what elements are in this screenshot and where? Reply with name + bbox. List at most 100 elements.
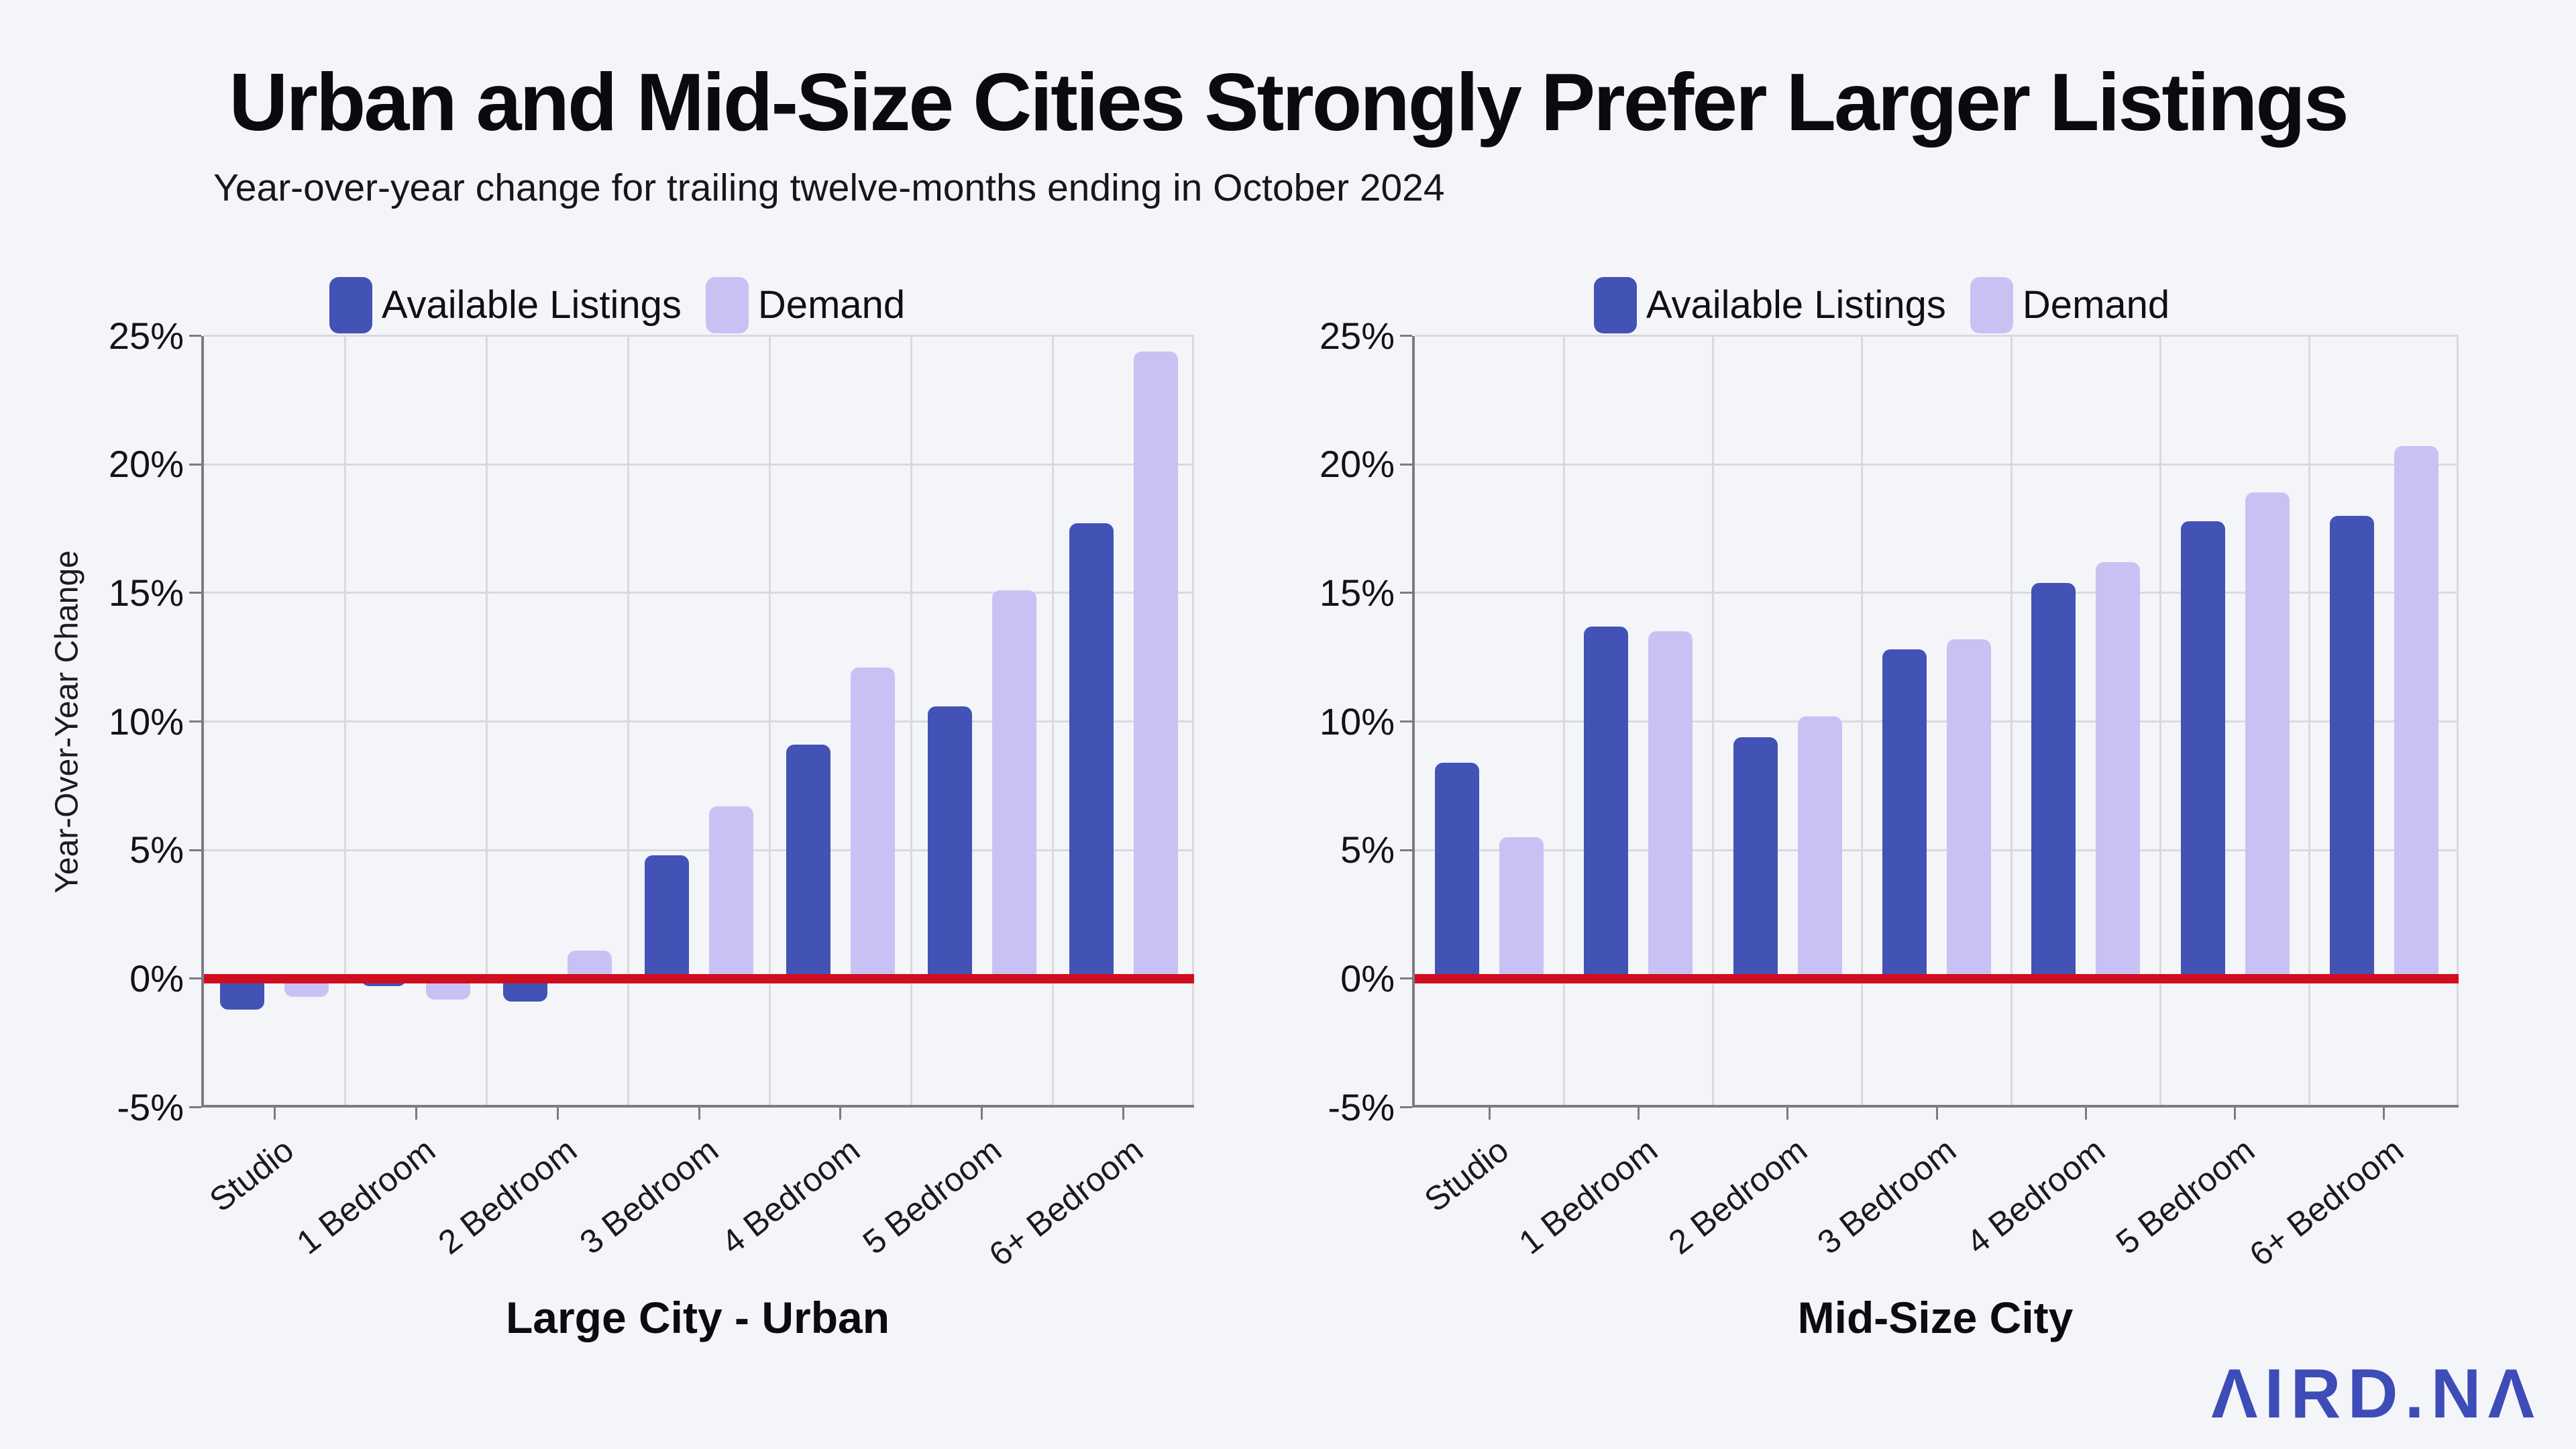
- bar-demand: [1797, 716, 1842, 979]
- x-tick-mark: [839, 1107, 842, 1120]
- y-axis-title-text: Year-Over-Year Change: [49, 549, 85, 894]
- x-category-label: 4 Bedroom: [714, 1130, 867, 1262]
- x-tick-mark: [415, 1107, 417, 1120]
- x-category-label: 3 Bedroom: [572, 1130, 726, 1262]
- y-tick-label: -5%: [1328, 1085, 1395, 1128]
- legend-item-demand: Demand: [1970, 276, 2170, 333]
- legend-label: Demand: [757, 283, 906, 327]
- bar-demand: [1133, 351, 1178, 979]
- legend-swatch-available: [1593, 276, 1637, 333]
- h-gridline: [1415, 592, 2459, 594]
- bar-available: [1069, 523, 1114, 979]
- bar-demand: [2096, 561, 2141, 979]
- bar-demand: [568, 950, 612, 979]
- x-category-label: 4 Bedroom: [1960, 1130, 2112, 1262]
- legend-label: Available Listings: [381, 283, 682, 327]
- h-gridline: [204, 463, 1194, 466]
- v-gridline: [1051, 335, 1054, 1105]
- bar-demand: [850, 667, 895, 979]
- legend-swatch-demand: [1970, 276, 2013, 333]
- x-tick-mark: [1637, 1107, 1640, 1120]
- bar-demand: [1499, 837, 1544, 979]
- bar-available: [1584, 626, 1629, 979]
- legend-item-demand: Demand: [705, 276, 906, 333]
- h-gridline: [1415, 849, 2459, 851]
- x-tick-mark: [1122, 1107, 1125, 1120]
- chart-caption: Large City - Urban: [505, 1292, 890, 1342]
- bar-demand: [2245, 492, 2290, 979]
- x-category-label: 6+ Bedroom: [981, 1130, 1150, 1274]
- chart-mid-size-city: Available Listings Demand 25% 20% 15% 10% 5% 0…: [1305, 274, 2459, 1343]
- y-tick-mark: [189, 335, 201, 337]
- bar-available: [927, 706, 972, 979]
- bar-demand: [991, 590, 1036, 979]
- y-tick-label: 5%: [129, 828, 184, 871]
- bar-available: [786, 745, 830, 979]
- x-category-label: 2 Bedroom: [431, 1130, 584, 1262]
- x-tick-mark: [1935, 1107, 1938, 1120]
- bar-available: [1882, 649, 1927, 979]
- bar-available: [1435, 762, 1480, 979]
- legend-swatch-available: [329, 276, 372, 333]
- bar-demand: [2394, 446, 2438, 979]
- chart-large-city-urban: Available Listings Demand Year-Over-Year …: [40, 274, 1194, 1343]
- h-gridline: [1415, 335, 2459, 337]
- x-tick-mark: [2234, 1107, 2237, 1120]
- x-tick-mark: [2084, 1107, 2087, 1120]
- v-gridline: [2457, 335, 2459, 1105]
- x-category-label: 5 Bedroom: [2108, 1130, 2261, 1262]
- charts-row: Available Listings Demand Year-Over-Year …: [0, 274, 2576, 1343]
- legend-label: Available Listings: [1646, 283, 1946, 327]
- page-title: Urban and Mid-Size Cities Strongly Prefe…: [229, 56, 2349, 148]
- plot-area: [201, 335, 1194, 1120]
- h-gridline: [204, 849, 1194, 851]
- y-tick-label: 10%: [108, 700, 184, 743]
- y-tick-label: 20%: [1319, 443, 1395, 486]
- y-tick-label: 15%: [108, 571, 184, 614]
- plot-row: Year-Over-Year Change 25% 20% 15% 10% 5% 0% -5…: [40, 315, 1194, 1128]
- v-gridline: [1192, 335, 1194, 1105]
- x-tick-mark: [698, 1107, 700, 1120]
- x-category-label: 1 Bedroom: [290, 1130, 443, 1262]
- legend-label: Demand: [2022, 283, 2170, 327]
- y-tick-label: 20%: [108, 443, 184, 486]
- bar-available: [645, 855, 689, 979]
- legend: Available Listings Demand: [1305, 274, 2459, 336]
- v-gridline: [910, 335, 912, 1105]
- x-tick-mark: [1786, 1107, 1789, 1120]
- v-gridline: [2010, 335, 2012, 1105]
- v-gridline: [1562, 335, 1565, 1105]
- chart-caption: Mid-Size City: [1797, 1292, 2074, 1342]
- v-gridline: [486, 335, 488, 1105]
- y-tick-label: 10%: [1319, 700, 1395, 743]
- x-category-label: Studio: [1417, 1130, 1516, 1219]
- y-tick-mark: [1400, 463, 1412, 466]
- x-tick-mark: [1488, 1107, 1491, 1120]
- y-tick-label: 0%: [1340, 957, 1395, 1000]
- legend-swatch-demand: [705, 276, 749, 333]
- y-tick-label: 25%: [1319, 314, 1395, 357]
- y-tick-mark: [189, 720, 201, 723]
- legend-item-available: Available Listings: [1593, 276, 1946, 333]
- v-gridline: [344, 335, 347, 1105]
- zero-line: [204, 973, 1194, 983]
- zero-line: [1415, 973, 2459, 983]
- y-tick-label: 25%: [108, 314, 184, 357]
- y-tick-column: 25% 20% 15% 10% 5% 0% -5%: [1305, 315, 1412, 1128]
- bar-available: [2329, 515, 2374, 979]
- x-tick-mark: [273, 1107, 276, 1120]
- bar-available: [2180, 521, 2225, 979]
- v-gridline: [2308, 335, 2311, 1105]
- legend: Available Listings Demand: [40, 274, 1194, 336]
- airdna-logo: ΛIRD.NΛ: [2211, 1355, 2541, 1433]
- y-tick-mark: [1400, 335, 1412, 337]
- v-gridline: [2159, 335, 2161, 1105]
- v-gridline: [768, 335, 771, 1105]
- v-gridline: [627, 335, 630, 1105]
- y-tick-mark: [189, 1106, 201, 1109]
- y-tick-mark: [1400, 849, 1412, 851]
- y-tick-mark: [1400, 592, 1412, 594]
- y-tick-mark: [189, 977, 201, 980]
- y-tick-label: 15%: [1319, 571, 1395, 614]
